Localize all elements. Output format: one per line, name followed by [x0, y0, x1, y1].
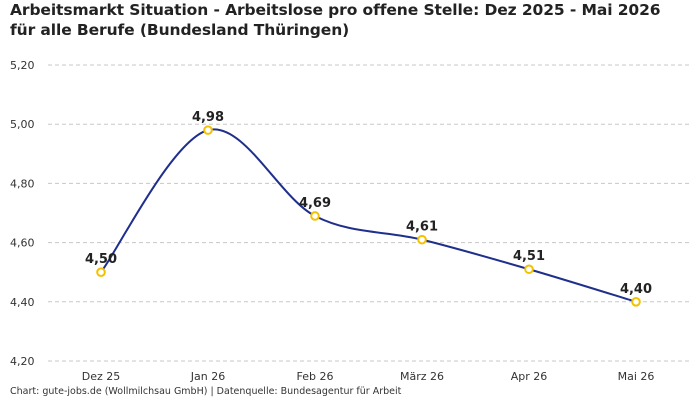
data-label: 4,69 — [299, 196, 331, 211]
x-tick-label: Feb 26 — [297, 370, 334, 383]
data-label: 4,40 — [620, 282, 652, 297]
data-point — [524, 264, 534, 275]
data-label: 4,98 — [192, 110, 224, 125]
data-label: 4,50 — [85, 252, 117, 267]
x-tick-label: Jan 26 — [190, 370, 225, 383]
series-line — [100, 128, 637, 303]
x-tick-label: Mai 26 — [618, 370, 655, 383]
y-tick-label: 4,40 — [10, 296, 35, 309]
y-tick-label: 4,60 — [10, 237, 35, 250]
source-footer: Chart: gute-jobs.de (Wollmilchsau GmbH) … — [10, 386, 402, 397]
data-label: 4,61 — [406, 220, 438, 235]
y-tick-label: 4,80 — [10, 177, 35, 190]
y-tick-label: 4,20 — [10, 355, 35, 368]
data-point — [203, 125, 213, 135]
x-tick-label: Dez 25 — [82, 370, 121, 383]
x-tick-label: März 26 — [400, 370, 444, 383]
y-tick-label: 5,20 — [10, 59, 35, 72]
data-point — [96, 267, 106, 278]
x-tick-label: Apr 26 — [511, 370, 548, 383]
data-point — [417, 234, 427, 245]
chart-title: Arbeitsmarkt Situation - Arbeitslose pro… — [10, 1, 661, 39]
data-label: 4,51 — [513, 249, 545, 264]
y-tick-label: 5,00 — [10, 118, 35, 131]
data-point — [310, 211, 320, 221]
data-point — [631, 297, 641, 307]
